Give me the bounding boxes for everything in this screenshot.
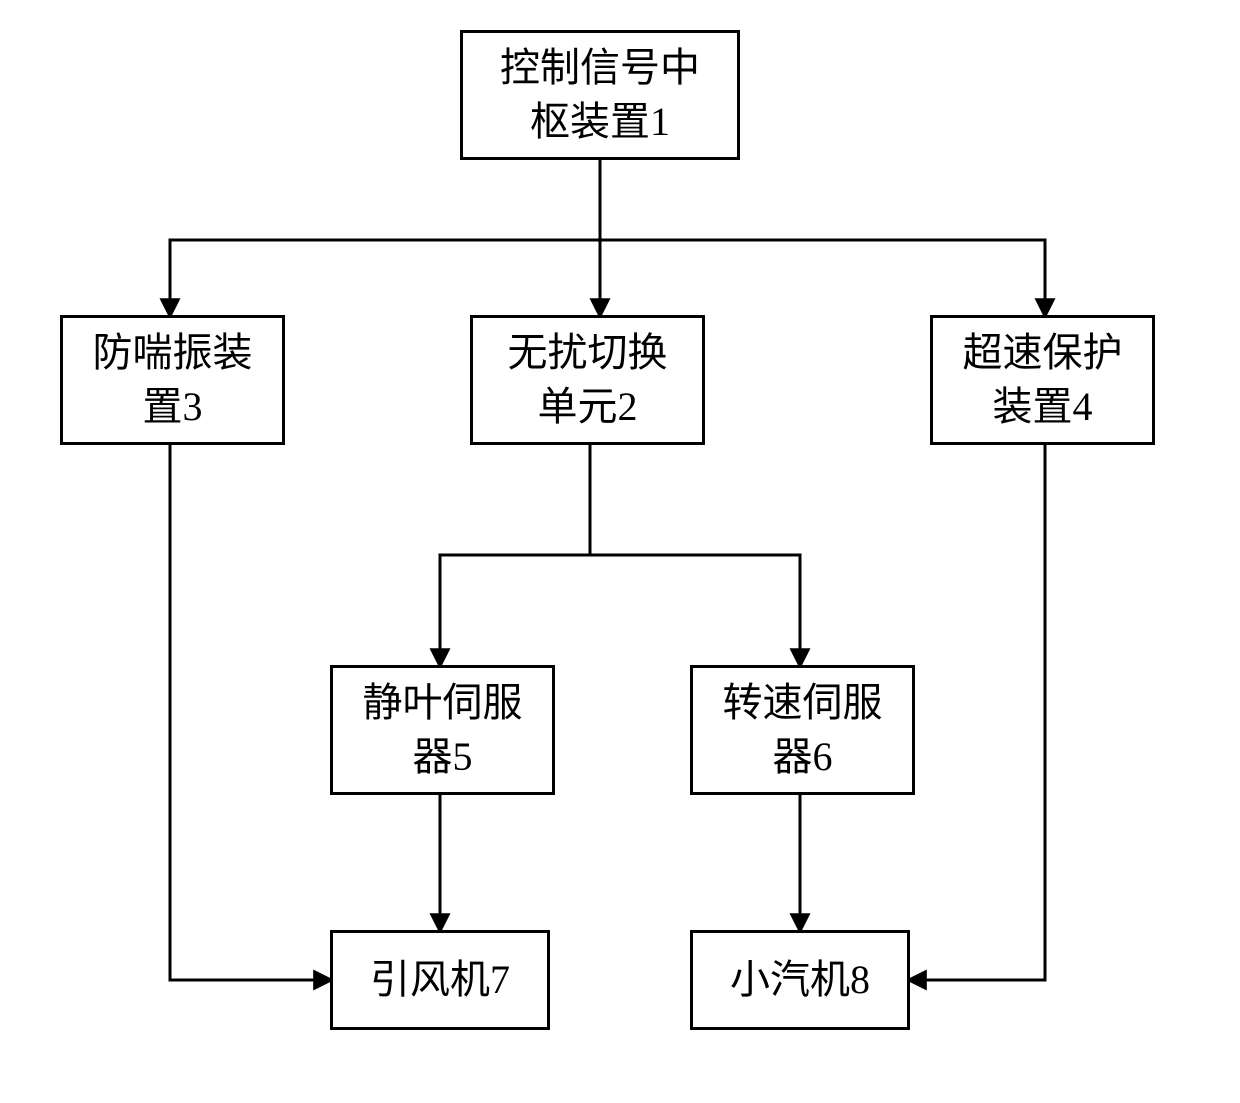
edge-n2-n6 (590, 445, 800, 665)
edge-n2-n5 (440, 445, 590, 665)
node-label: 超速保护 (963, 330, 1123, 375)
node-label: 无扰切换 (508, 330, 668, 375)
edges-layer (0, 0, 1240, 1103)
node-n8: 小汽机8 (690, 930, 910, 1030)
node-label: 装置4 (993, 384, 1093, 429)
node-label: 防喘振装 (93, 330, 253, 375)
node-n4: 超速保护装置4 (930, 315, 1155, 445)
node-label: 置3 (143, 384, 203, 429)
node-n6: 转速伺服器6 (690, 665, 915, 795)
node-n5: 静叶伺服器5 (330, 665, 555, 795)
node-label: 单元2 (538, 384, 638, 429)
node-label: 转速伺服 (723, 680, 883, 725)
node-label: 器6 (773, 734, 833, 779)
node-n3: 防喘振装置3 (60, 315, 285, 445)
node-label: 器5 (413, 734, 473, 779)
edge-n4-n8 (910, 445, 1045, 980)
node-label: 小汽机8 (730, 957, 870, 1002)
edge-root-n3 (170, 160, 600, 315)
node-label: 引风机7 (370, 957, 510, 1002)
node-label: 枢装置1 (530, 99, 670, 144)
node-n7: 引风机7 (330, 930, 550, 1030)
edge-root-n4 (600, 160, 1045, 315)
node-label: 静叶伺服 (363, 680, 523, 725)
node-label: 控制信号中 (500, 45, 700, 90)
node-n2: 无扰切换单元2 (470, 315, 705, 445)
edge-n3-n7 (170, 445, 330, 980)
node-root: 控制信号中枢装置1 (460, 30, 740, 160)
